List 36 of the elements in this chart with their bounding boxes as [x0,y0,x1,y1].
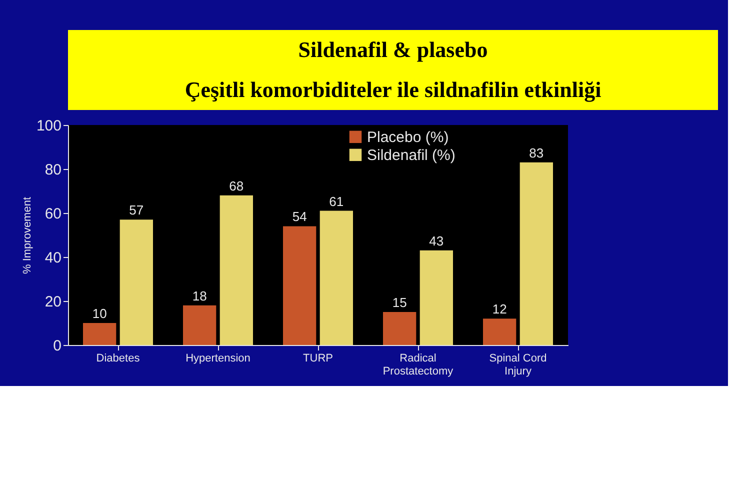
data-label: 12 [492,302,507,317]
y-axis-title: % Improvement [21,196,34,274]
bar [283,226,316,345]
data-label: 83 [529,145,544,160]
legend-label: Placebo (%) [367,128,449,146]
bar [520,162,553,345]
x-tick-label: Radical Prostatectomy [382,352,454,378]
bar [220,195,253,345]
y-tick-label: 20 [44,294,62,310]
data-label: 15 [392,295,407,310]
bar [483,318,516,345]
y-tick-label: 100 [36,118,62,134]
data-label: 54 [292,209,307,224]
x-tick-label: Hypertension [186,352,250,364]
bar [383,312,416,345]
data-label: 10 [92,306,107,321]
data-label: 43 [429,233,444,248]
data-label: 57 [129,202,144,218]
bar [320,210,353,345]
y-tick-label: 60 [44,206,62,222]
x-tick-label: Diabetes [96,352,140,364]
x-tick-label: TURP [303,352,333,364]
x-tick-label: Spinal Cord Injury [489,352,547,378]
bar [83,323,116,345]
y-tick-label: 80 [44,162,62,178]
bar [120,220,153,345]
data-label: 61 [329,194,344,209]
y-tick-label: 0 [53,338,62,354]
bar [183,305,216,345]
bar [420,250,453,345]
chart-subtitle: Çeşitli komorbiditeler ile sildnafilin etkinliği [184,77,602,102]
data-label: 18 [192,288,207,304]
chart-title: Sildenafil & plasebo [298,37,488,62]
y-tick-label: 40 [44,250,62,266]
data-label: 68 [229,178,244,194]
legend-label: Sildenafil (%) [367,146,456,164]
